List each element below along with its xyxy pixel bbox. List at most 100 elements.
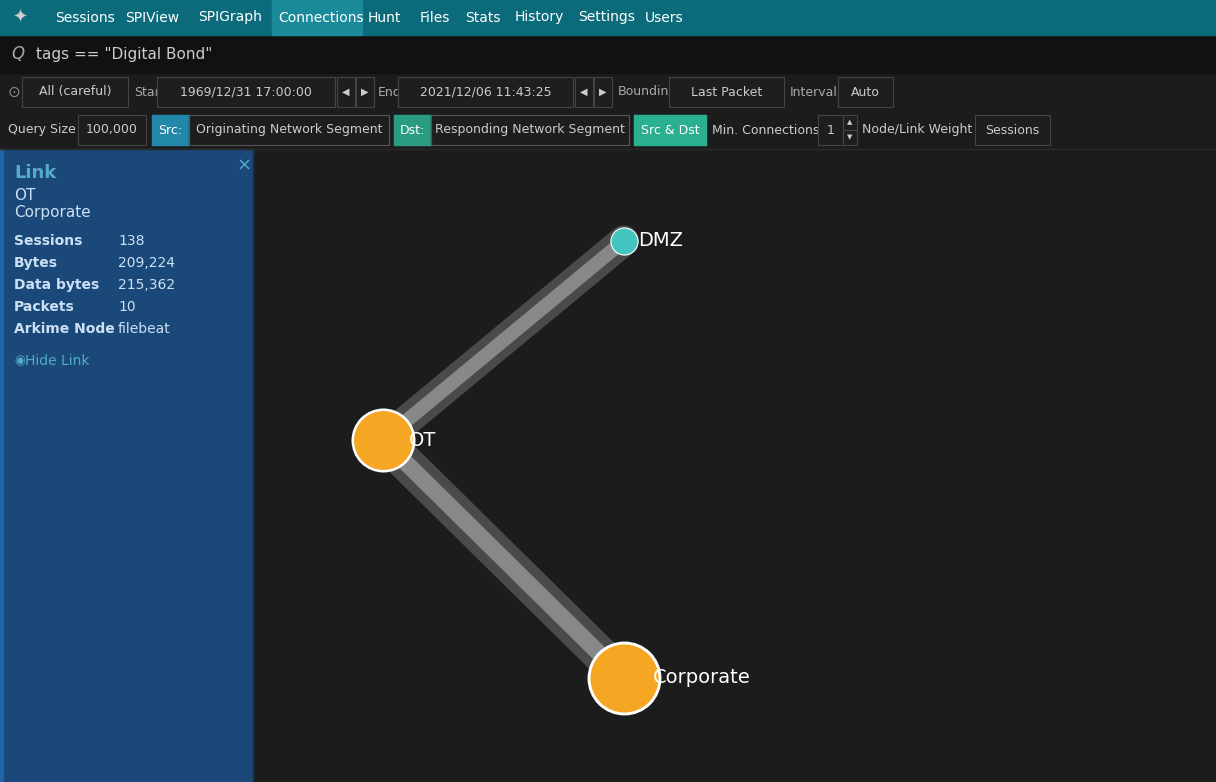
Bar <box>818 115 843 145</box>
Bar <box>593 77 612 107</box>
Text: ▶: ▶ <box>361 87 368 97</box>
Bar <box>394 115 430 145</box>
Bar <box>272 0 362 35</box>
Bar <box>337 77 355 107</box>
Text: Hunt: Hunt <box>368 10 401 24</box>
Text: Settings: Settings <box>578 10 635 24</box>
Text: Packets: Packets <box>15 300 74 314</box>
Text: 1: 1 <box>827 124 834 137</box>
Text: ▲: ▲ <box>848 120 852 125</box>
Bar <box>394 115 430 145</box>
Text: Interval: Interval <box>790 85 838 99</box>
Text: OT: OT <box>410 431 437 450</box>
Text: ✦: ✦ <box>12 9 28 27</box>
Bar <box>838 77 893 107</box>
Bar <box>430 115 629 145</box>
Bar <box>0 35 1216 73</box>
Bar <box>188 115 389 145</box>
Text: Min. Connections: Min. Connections <box>713 124 820 137</box>
Bar <box>843 130 857 145</box>
Text: 1969/12/31 17:00:00: 1969/12/31 17:00:00 <box>180 85 313 99</box>
Bar <box>157 77 334 107</box>
Text: ◀: ◀ <box>580 87 587 97</box>
Text: ◉: ◉ <box>15 354 24 368</box>
Bar <box>0 149 2 782</box>
Text: Auto: Auto <box>851 85 880 99</box>
Bar <box>975 115 1049 145</box>
Bar <box>843 115 857 130</box>
Text: 100,000: 100,000 <box>86 124 137 137</box>
Text: Hide Link: Hide Link <box>26 354 90 368</box>
Text: ⊙: ⊙ <box>9 84 21 99</box>
Point <box>373 434 393 447</box>
Text: Last Packet: Last Packet <box>691 85 762 99</box>
Bar <box>0 0 1216 35</box>
Bar <box>356 77 375 107</box>
Text: Corporate: Corporate <box>653 668 751 687</box>
Bar <box>337 77 355 107</box>
Text: ×: × <box>236 157 252 175</box>
Bar <box>843 130 857 145</box>
Text: Originating Network Segment: Originating Network Segment <box>196 124 382 137</box>
Bar <box>22 77 128 107</box>
Text: Start: Start <box>134 85 164 99</box>
Text: Sessions: Sessions <box>55 10 114 24</box>
Bar <box>0 149 253 782</box>
Bar <box>634 115 706 145</box>
Text: Dst:: Dst: <box>400 124 426 137</box>
Text: ▶: ▶ <box>599 87 607 97</box>
Text: Files: Files <box>420 10 450 24</box>
Text: OT: OT <box>15 188 35 203</box>
Text: Data bytes: Data bytes <box>15 278 100 292</box>
Text: Bytes: Bytes <box>15 256 58 270</box>
Text: Src & Dst: Src & Dst <box>641 124 699 137</box>
Bar <box>575 77 593 107</box>
Text: Corporate: Corporate <box>15 206 91 221</box>
Text: ◀: ◀ <box>342 87 350 97</box>
Text: Sessions: Sessions <box>15 234 83 248</box>
Point <box>614 671 634 683</box>
Bar <box>843 115 857 130</box>
Text: filebeat: filebeat <box>118 322 170 336</box>
Bar <box>22 77 128 107</box>
Point <box>373 434 393 447</box>
Bar <box>669 77 784 107</box>
Bar <box>78 115 146 145</box>
Text: Arkime Node: Arkime Node <box>15 322 114 336</box>
Bar <box>634 115 706 145</box>
Text: History: History <box>516 10 564 24</box>
Bar <box>669 77 784 107</box>
Bar <box>818 115 843 145</box>
Bar <box>975 115 1049 145</box>
Bar <box>593 77 612 107</box>
Text: Sessions: Sessions <box>985 124 1040 137</box>
Text: Users: Users <box>644 10 683 24</box>
Bar <box>253 149 1216 782</box>
Bar <box>430 115 629 145</box>
Text: Src:: Src: <box>158 124 182 137</box>
Text: All (careful): All (careful) <box>39 85 111 99</box>
Bar <box>398 77 573 107</box>
Text: DMZ: DMZ <box>638 231 683 250</box>
Text: 138: 138 <box>118 234 145 248</box>
Text: Connections: Connections <box>278 10 364 24</box>
Text: Bounding: Bounding <box>618 85 677 99</box>
Text: 10: 10 <box>118 300 136 314</box>
Text: Stats: Stats <box>465 10 501 24</box>
Text: 2021/12/06 11:43:25: 2021/12/06 11:43:25 <box>420 85 551 99</box>
Text: End: End <box>378 85 401 99</box>
Text: SPIGraph: SPIGraph <box>198 10 261 24</box>
Bar <box>356 77 375 107</box>
Text: Responding Network Segment: Responding Network Segment <box>435 124 625 137</box>
Text: Query Size: Query Size <box>9 124 75 137</box>
Text: Q: Q <box>11 45 24 63</box>
Bar <box>838 77 893 107</box>
Bar <box>78 115 146 145</box>
Point <box>614 235 634 247</box>
Bar <box>575 77 593 107</box>
Bar <box>188 115 389 145</box>
Bar <box>152 115 188 145</box>
Text: Link: Link <box>15 164 56 182</box>
Text: tags == "Digital Bond": tags == "Digital Bond" <box>36 46 213 62</box>
Text: 215,362: 215,362 <box>118 278 175 292</box>
